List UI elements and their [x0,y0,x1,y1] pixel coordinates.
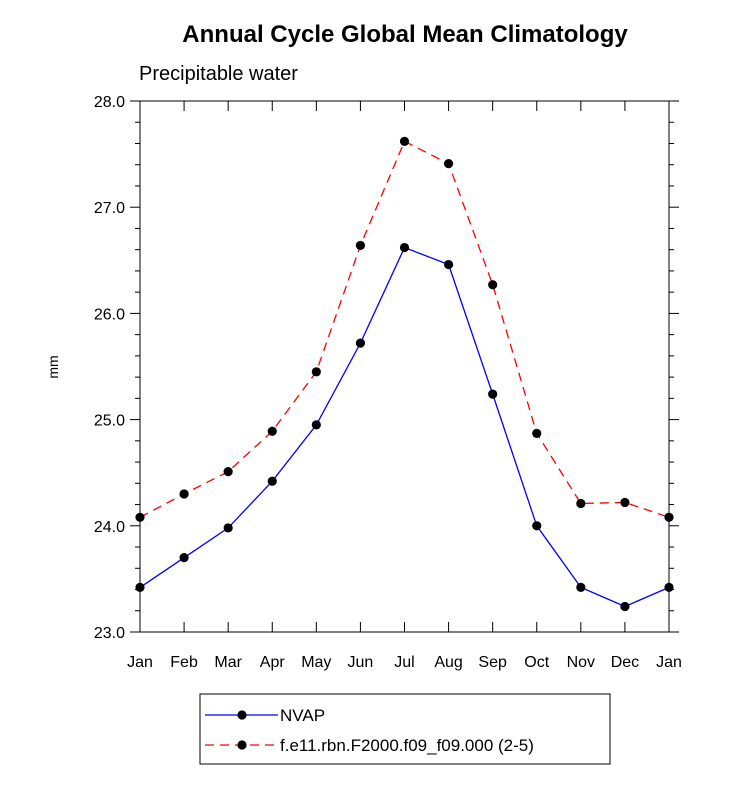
series-1-point [355,240,366,251]
series-1-point [576,498,586,509]
series-0-point [311,420,321,430]
series-1-point [179,489,189,499]
x-tick-label: Jan [127,654,153,671]
chart-subtitle: Precipitable water [139,63,298,85]
y-axis-label: mm [45,355,61,378]
series-1-point [135,512,145,522]
x-tick-label: Oct [524,654,549,671]
series-1-point [311,367,321,377]
x-tick-label: Aug [434,654,462,671]
series-0-point [576,582,586,592]
series-1-point [399,136,410,146]
series-1-point [223,467,233,477]
series-0-point [267,476,277,486]
series-1-point [267,426,277,436]
x-tick-label: Feb [170,654,198,671]
x-tick-label: May [301,654,331,671]
series-1-point [620,497,630,508]
series-0-point [223,523,233,533]
x-tick-label: Jun [348,654,374,671]
series-1-point [443,159,454,169]
x-tick-label: Mar [214,654,242,671]
y-tick-label: 24.0 [94,519,125,536]
series-0-point [532,521,542,531]
legend-label: f.e11.rbn.F2000.f09_f09.000 (2-5) [280,736,534,755]
series-0-point [443,259,454,270]
series-0-point [620,601,630,612]
chart-title: Annual Cycle Global Mean Climatology [182,21,628,48]
legend-box [199,693,611,765]
y-tick-label: 25.0 [94,413,125,430]
series-line-1 [139,140,670,518]
x-tick-label: Jul [394,654,414,671]
y-tick-label: 28.0 [94,94,125,111]
series-0-point [488,389,498,399]
series-0-point [355,338,366,348]
legend-marker [237,710,247,720]
series-1-point [488,280,498,290]
x-tick-label: Apr [260,654,286,671]
plot-frame [139,100,670,633]
x-tick-label: Jan [656,654,682,671]
series-line-0 [139,246,670,608]
legend: NVAP f.e11.rbn.F2000.f09_f09.000 (2-5) [199,693,611,765]
y-tick-label: 23.0 [94,625,125,642]
series-1-point [532,428,542,439]
x-tick-label: Sep [478,654,507,671]
axis-ticks: Jan Feb Mar Apr May Jun Jul Aug Sep Oct Nov Dec Jan2… [94,94,682,671]
series-0-point [135,582,145,592]
series-0-point [399,242,410,253]
legend-marker [237,740,247,750]
series-1-point [664,512,674,522]
x-tick-label: Dec [611,654,639,671]
y-tick-label: 26.0 [94,306,125,323]
legend-label: NVAP [280,706,325,725]
series-0-point [664,582,674,592]
series-0-point [179,553,189,563]
x-tick-label: Nov [567,654,595,671]
series-layer [135,136,674,612]
y-tick-label: 27.0 [94,200,125,217]
